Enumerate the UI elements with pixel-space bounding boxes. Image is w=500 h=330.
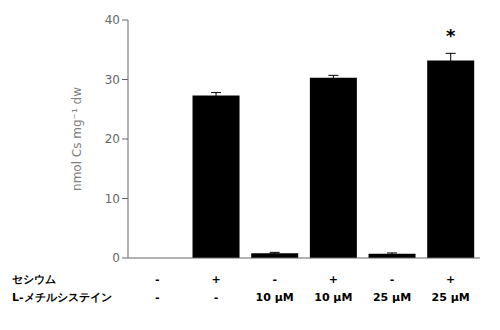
svg-text:10: 10 xyxy=(105,192,120,206)
svg-text:*: * xyxy=(446,25,456,46)
svg-text:10 μM: 10 μM xyxy=(256,291,294,304)
svg-text:L-メチルシステイン: L-メチルシステイン xyxy=(12,291,112,304)
svg-text:25 μM: 25 μM xyxy=(373,291,411,304)
svg-text:-: - xyxy=(390,273,395,286)
svg-text:+: + xyxy=(211,273,220,286)
svg-text:25 μM: 25 μM xyxy=(432,291,470,304)
svg-text:-: - xyxy=(214,291,219,304)
svg-text:0: 0 xyxy=(112,251,120,265)
svg-text:-: - xyxy=(155,273,160,286)
svg-text:10 μM: 10 μM xyxy=(314,291,352,304)
svg-text:-: - xyxy=(272,273,277,286)
svg-text:+: + xyxy=(329,273,338,286)
svg-text:セシウム: セシウム xyxy=(12,273,56,286)
svg-text:40: 40 xyxy=(105,13,120,27)
svg-text:nmol Cs mg⁻¹ dw: nmol Cs mg⁻¹ dw xyxy=(70,87,84,191)
svg-text:20: 20 xyxy=(105,132,120,146)
svg-text:30: 30 xyxy=(105,73,120,87)
svg-text:-: - xyxy=(155,291,160,304)
svg-text:+: + xyxy=(446,273,455,286)
